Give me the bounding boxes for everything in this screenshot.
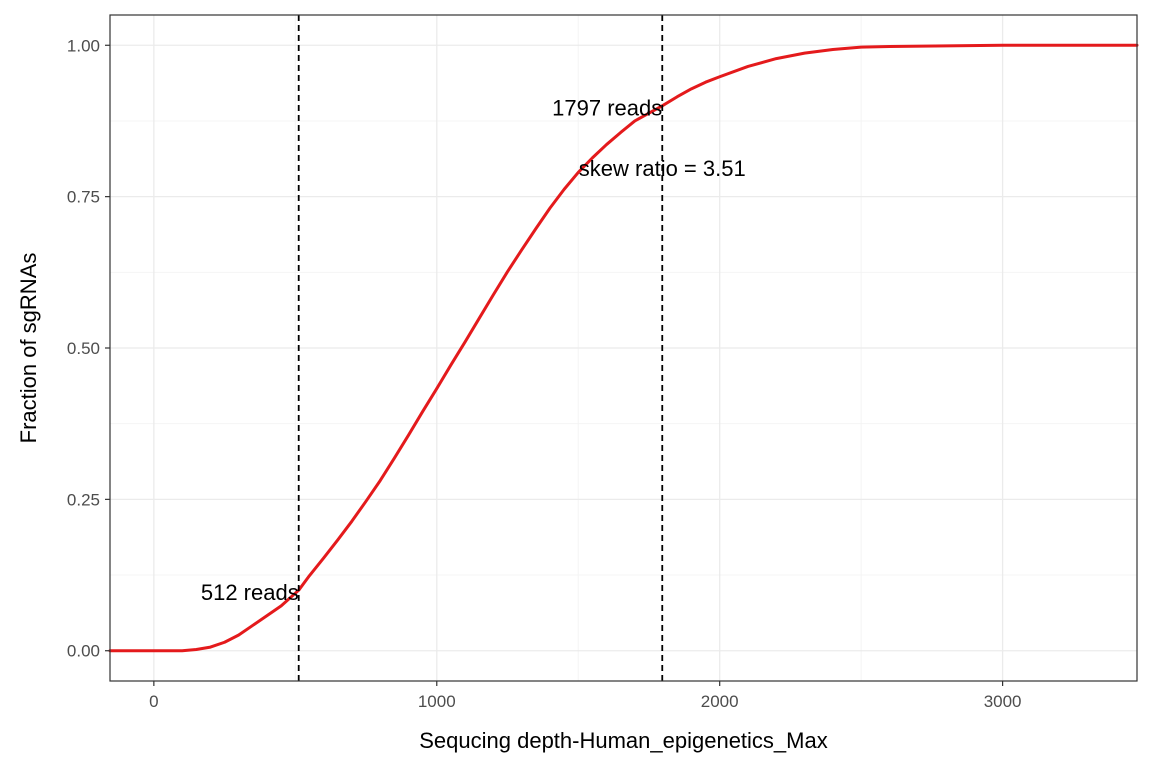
x-tick-label: 1000 bbox=[418, 692, 456, 711]
y-axis: 0.00 0.25 0.50 0.75 1.00 bbox=[67, 36, 110, 661]
y-tick-label: 1.00 bbox=[67, 36, 100, 55]
y-tick-label: 0.25 bbox=[67, 490, 100, 509]
reference-lines bbox=[297, 15, 664, 681]
series-layer bbox=[108, 43, 1139, 653]
x-axis: 0 1000 2000 3000 bbox=[149, 681, 1022, 711]
annotation-label: 1797 reads bbox=[552, 96, 662, 121]
x-tick-label: 2000 bbox=[701, 692, 739, 711]
x-axis-title: Sequcing depth-Human_epigenetics_Max bbox=[419, 728, 827, 753]
x-tick-label: 0 bbox=[149, 692, 158, 711]
cumulative-curve-line bbox=[108, 43, 1139, 653]
y-tick-label: 0.50 bbox=[67, 339, 100, 358]
x-tick-label: 3000 bbox=[984, 692, 1022, 711]
y-axis-title: Fraction of sgRNAs bbox=[16, 253, 41, 444]
annotation-label: 512 reads bbox=[201, 580, 299, 605]
major-gridlines bbox=[110, 15, 1137, 681]
annotations: 512 reads 1797 reads skew ratio = 3.51 bbox=[201, 96, 746, 605]
annotation-label: skew ratio = 3.51 bbox=[579, 156, 746, 181]
y-tick-label: 0.75 bbox=[67, 188, 100, 207]
y-tick-label: 0.00 bbox=[67, 642, 100, 661]
